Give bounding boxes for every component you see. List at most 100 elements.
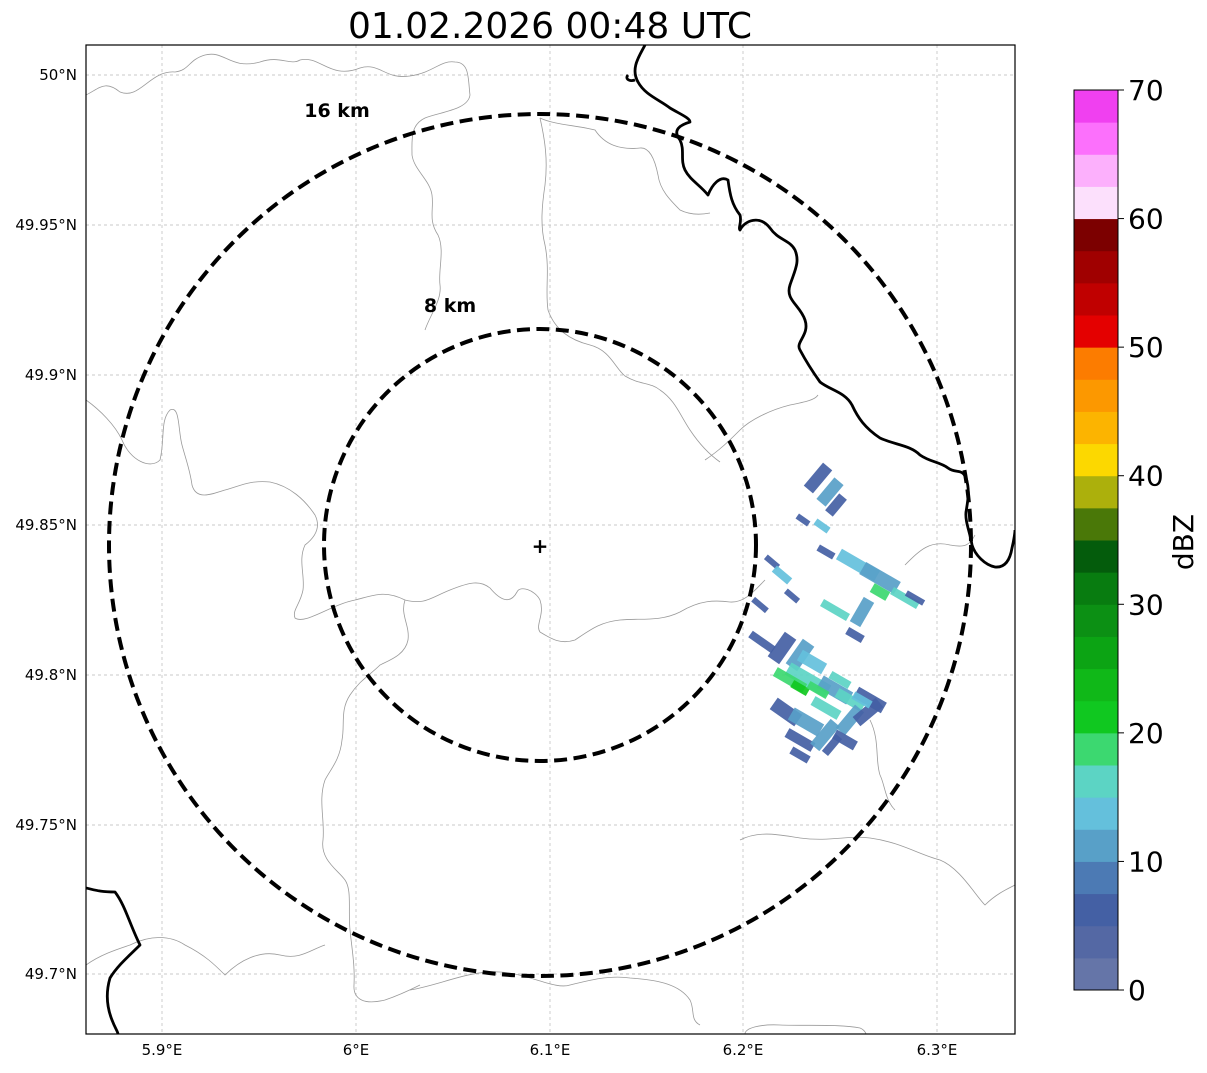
echo-cell bbox=[845, 627, 865, 643]
echo-cell bbox=[795, 513, 811, 527]
echo-cell bbox=[904, 590, 926, 606]
colorbar-cell bbox=[1074, 540, 1118, 573]
echo-cell bbox=[796, 649, 828, 675]
colorbar-cell bbox=[1074, 218, 1118, 252]
boundary-line bbox=[869, 719, 896, 811]
y-tick-label: 49.7°N bbox=[25, 965, 77, 983]
colorbar-cell bbox=[1074, 379, 1118, 412]
colorbar-cell bbox=[1074, 315, 1118, 348]
colorbar-tick-label: 10 bbox=[1128, 845, 1164, 878]
boundary-line bbox=[86, 399, 766, 643]
map-panel: 16 km 8 km + bbox=[85, 44, 1016, 1035]
boundary-line bbox=[86, 937, 326, 976]
echo-cell bbox=[890, 587, 920, 609]
colorbar-cell bbox=[1074, 797, 1118, 830]
echo-cell bbox=[828, 671, 852, 689]
y-tick-label: 50°N bbox=[39, 66, 77, 84]
y-axis: 50°N 49.95°N 49.9°N 49.85°N 49.8°N 49.75… bbox=[15, 66, 77, 983]
echo-cell bbox=[816, 544, 836, 560]
echo-cell bbox=[810, 696, 842, 720]
colorbar-cell bbox=[1074, 507, 1118, 541]
boundary-line bbox=[539, 117, 721, 463]
y-tick-label: 49.8°N bbox=[25, 666, 77, 684]
colorbar-tick-label: 30 bbox=[1128, 588, 1164, 621]
colorbar-cell bbox=[1074, 925, 1118, 959]
boundary-line bbox=[744, 1024, 867, 1034]
radar-echoes bbox=[748, 462, 926, 764]
colorbar-cell bbox=[1074, 282, 1118, 316]
echo-cell bbox=[852, 697, 884, 727]
echo-cell bbox=[859, 561, 901, 595]
boundary-line bbox=[704, 394, 819, 461]
echo-cell bbox=[816, 477, 844, 507]
boundary-line bbox=[321, 599, 421, 1003]
colorbar-tick-label: 70 bbox=[1128, 74, 1164, 107]
gridlines bbox=[86, 45, 1015, 1034]
x-tick-label: 6°E bbox=[343, 1041, 370, 1059]
x-axis: 5.9°E 6°E 6.1°E 6.2°E 6.3°E bbox=[142, 1041, 958, 1059]
colorbar-tick-label: 60 bbox=[1128, 203, 1164, 236]
range-ring-16km bbox=[107, 112, 973, 978]
colorbar-cell bbox=[1074, 861, 1118, 895]
boundary-line bbox=[539, 117, 711, 215]
x-tick-label: 6.3°E bbox=[917, 1041, 958, 1059]
colorbar-cell bbox=[1074, 122, 1118, 155]
colorbar-label: dBZ bbox=[1167, 514, 1200, 570]
echo-cell bbox=[767, 631, 797, 665]
colorbar-cell bbox=[1074, 732, 1118, 766]
map-background bbox=[86, 45, 1015, 1034]
range-ring-8km bbox=[322, 327, 758, 763]
echo-cell bbox=[806, 681, 830, 699]
colorbar: 0 10 20 30 40 50 60 70 dBZ bbox=[1073, 74, 1200, 1007]
echo-cell bbox=[869, 583, 891, 601]
echo-cell bbox=[825, 493, 847, 517]
colorbar-cell bbox=[1074, 957, 1118, 991]
colorbar-tick-label: 50 bbox=[1128, 331, 1164, 364]
country-border bbox=[86, 886, 142, 1034]
colorbar-cell bbox=[1074, 668, 1118, 702]
y-tick-label: 49.9°N bbox=[25, 366, 77, 384]
echo-cell bbox=[813, 518, 831, 534]
colorbar-cell bbox=[1074, 765, 1118, 798]
colorbar-cell bbox=[1074, 90, 1118, 123]
echo-cell bbox=[748, 630, 776, 654]
colorbar-cell bbox=[1074, 347, 1118, 380]
boundary-line bbox=[409, 971, 701, 1026]
echo-cell bbox=[771, 565, 793, 585]
echo-cell bbox=[751, 596, 769, 614]
map-frame bbox=[85, 44, 1016, 1035]
echo-cell bbox=[783, 588, 801, 604]
country-borders bbox=[86, 45, 1015, 1034]
echo-cell bbox=[835, 704, 865, 736]
x-tick-label: 6.1°E bbox=[530, 1041, 571, 1059]
colorbar-cell bbox=[1074, 443, 1118, 477]
colorbar-cell bbox=[1074, 411, 1118, 445]
echo-cell bbox=[803, 462, 833, 494]
colorbar-cell bbox=[1074, 636, 1118, 670]
colorbar-cells bbox=[1074, 90, 1118, 991]
country-border bbox=[633, 45, 1015, 569]
echo-cell bbox=[763, 554, 781, 570]
colorbar-tick-label: 40 bbox=[1128, 460, 1164, 493]
y-tick-label: 49.85°N bbox=[15, 516, 77, 534]
admin-boundaries bbox=[86, 53, 1015, 1034]
echo-cell bbox=[787, 707, 825, 737]
colorbar-cell bbox=[1074, 250, 1118, 284]
echo-cell bbox=[820, 599, 850, 621]
country-border bbox=[625, 74, 636, 82]
range-ring-label-8km: 8 km bbox=[424, 295, 476, 317]
colorbar-cell bbox=[1074, 700, 1118, 734]
x-tick-label: 5.9°E bbox=[142, 1041, 183, 1059]
echo-cell bbox=[834, 688, 866, 712]
colorbar-cell bbox=[1074, 829, 1118, 862]
range-ring-label-16km: 16 km bbox=[304, 100, 370, 122]
colorbar-ticks: 0 10 20 30 40 50 60 70 bbox=[1118, 74, 1164, 1007]
echo-cell bbox=[851, 691, 873, 709]
colorbar-cell bbox=[1074, 604, 1118, 637]
radar-site-marker: + bbox=[532, 534, 549, 558]
boundary-line bbox=[739, 833, 1015, 906]
figure-title: 01.02.2026 00:48 UTC bbox=[348, 6, 752, 47]
range-rings bbox=[107, 112, 973, 978]
echo-cell bbox=[832, 729, 858, 751]
echo-cell bbox=[821, 734, 843, 756]
